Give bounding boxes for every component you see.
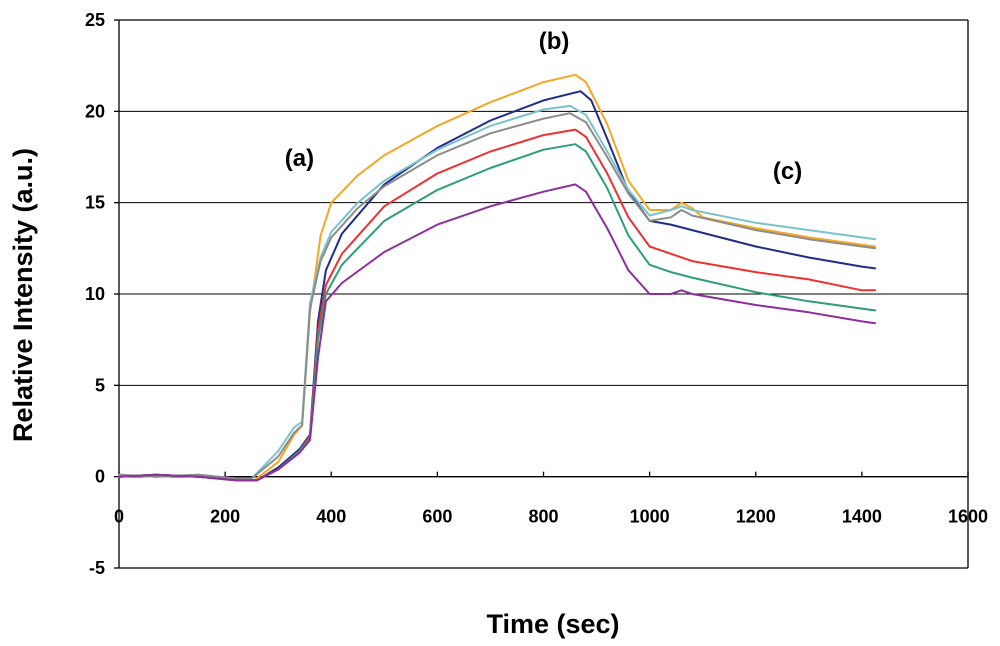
y-tick-label-15: 15: [85, 193, 105, 213]
x-tick-label-200: 200: [210, 507, 240, 527]
x-tick-label-600: 600: [422, 507, 452, 527]
annotation-a: (a): [285, 145, 314, 172]
x-tick-label-1400: 1400: [842, 507, 882, 527]
x-tick-label-1000: 1000: [630, 507, 670, 527]
series-green-line: [118, 143, 877, 482]
y-tick-label-25: 25: [85, 10, 105, 30]
gridlines: [119, 110, 968, 478]
x-tick-label-800: 800: [528, 507, 558, 527]
y-tick-label-20: 20: [85, 101, 105, 121]
axes: [114, 19, 969, 569]
y-tick-label-0: 0: [95, 467, 105, 487]
annotation-b: (b): [539, 28, 570, 55]
y-tick-label-5: 5: [95, 375, 105, 395]
y-tick-label--5: -5: [89, 558, 105, 578]
x-axis-title: Time (sec): [486, 609, 619, 639]
series-purple-line: [118, 183, 877, 482]
series-orange-line: [118, 73, 877, 482]
x-tick-label-0: 0: [114, 507, 124, 527]
x-tick-label-1600: 1600: [948, 507, 988, 527]
annotation-c: (c): [773, 158, 802, 185]
x-tick-label-1200: 1200: [736, 507, 776, 527]
x-tick-label-400: 400: [316, 507, 346, 527]
y-axis-title: Relative Intensity (a.u.): [8, 148, 38, 442]
series-lines: [118, 73, 877, 482]
series-gray-line: [118, 112, 877, 480]
annotations: (a) (b) (c): [285, 28, 803, 185]
y-tick-label-10: 10: [85, 284, 105, 304]
series-lightblue-line: [118, 104, 877, 480]
tick-labels: -5 0 5 10 15 20 25 0 200 400 600 800 1000 1200 1400 160…: [85, 10, 988, 578]
